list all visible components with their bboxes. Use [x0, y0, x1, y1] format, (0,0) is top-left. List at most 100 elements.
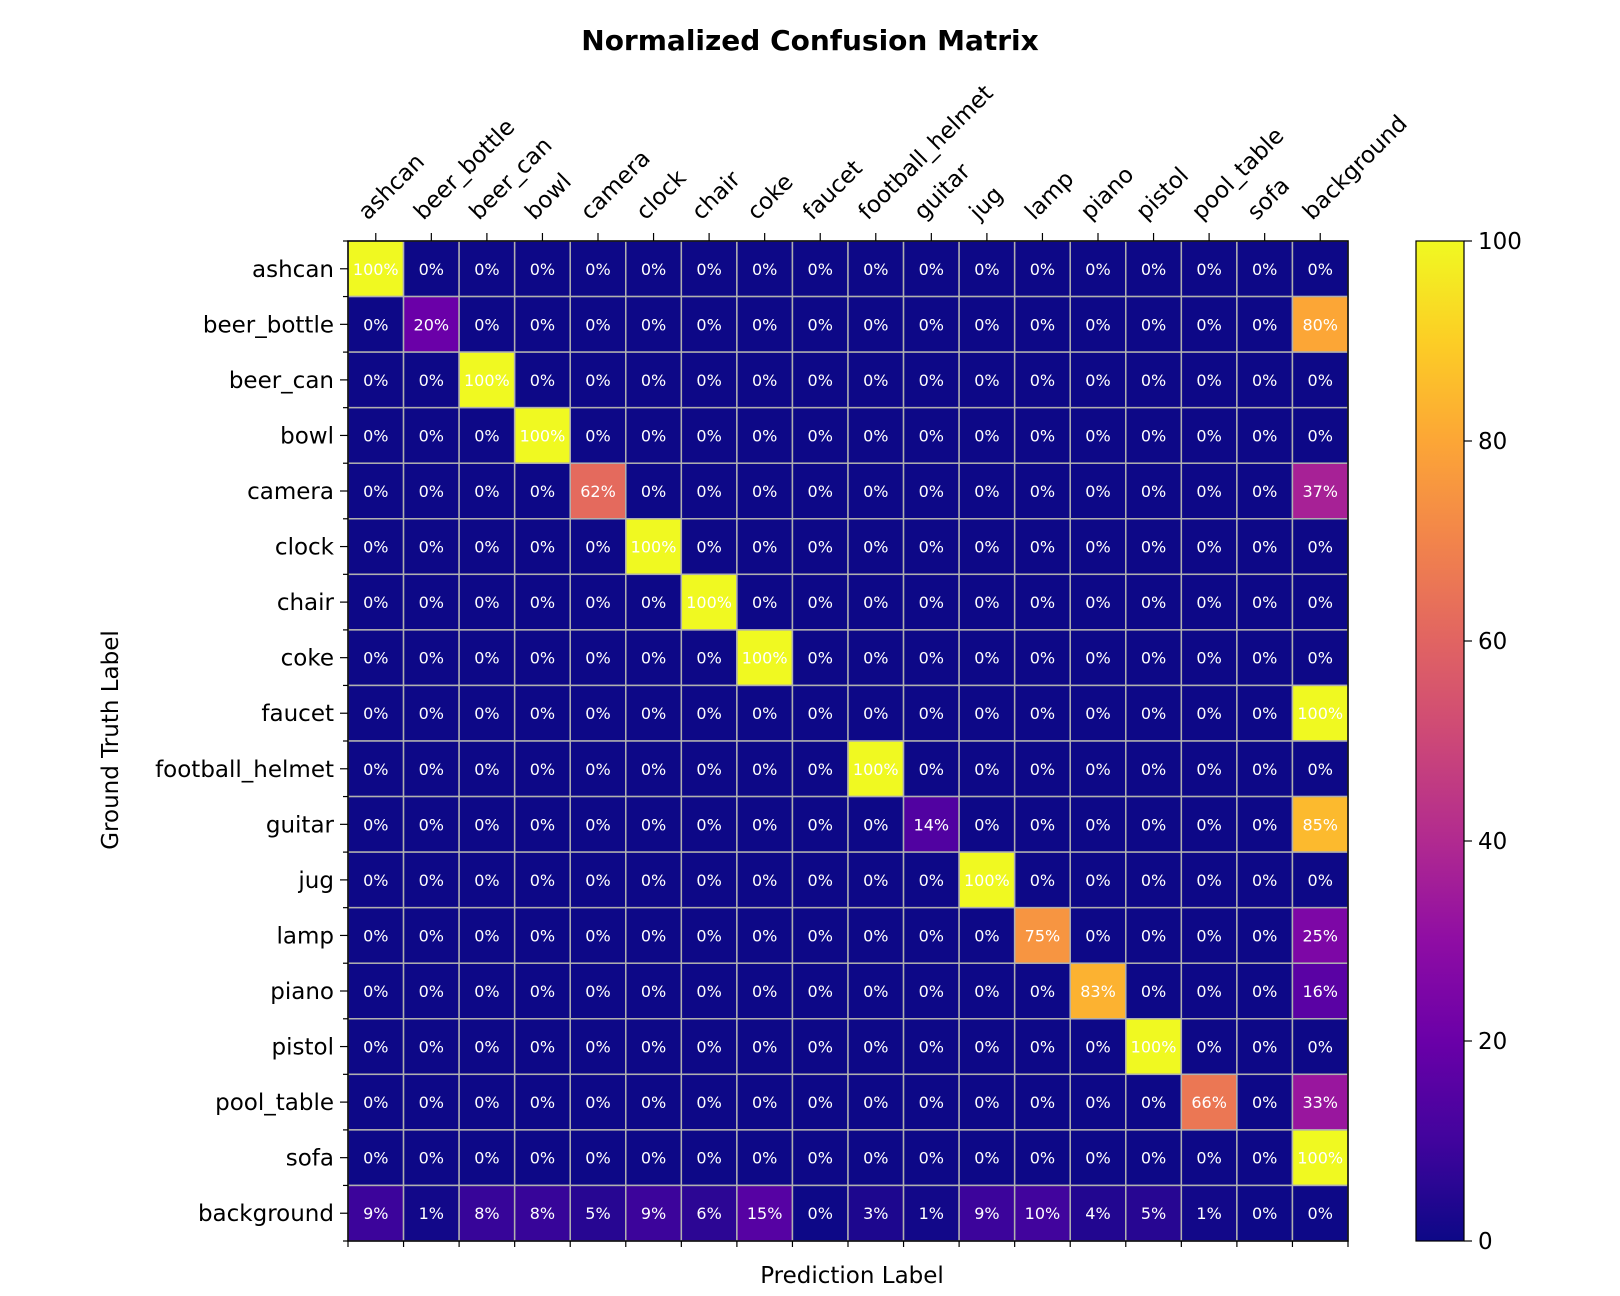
heatmap-cell [347, 1129, 405, 1187]
heatmap-cell [1180, 1073, 1238, 1131]
cell-value-label: 0% [530, 871, 555, 890]
cell-value-label: 0% [808, 593, 833, 612]
cell-value-label: 0% [974, 315, 999, 334]
cell-value-label: 100% [631, 538, 677, 557]
cell-value-label: 0% [1252, 1038, 1277, 1057]
heatmap-cell [513, 962, 571, 1020]
heatmap-cell [791, 1018, 849, 1076]
cell-value-label: 0% [1308, 760, 1333, 779]
y-tick-label: chair [277, 590, 335, 616]
cell-value-label: 0% [585, 871, 610, 890]
cell-value-label: 100% [853, 760, 899, 779]
x-tick-label: piano [1076, 162, 1139, 225]
cell-value-label: 0% [641, 315, 666, 334]
heatmap-cell [958, 684, 1016, 742]
cell-value-label: 0% [1030, 315, 1055, 334]
cell-value-label: 0% [419, 371, 444, 390]
y-tick-label: guitar [266, 812, 335, 838]
heatmap-cell [1180, 684, 1238, 742]
cell-value-label: 0% [585, 593, 610, 612]
cell-value-label: 0% [641, 371, 666, 390]
cell-value-label: 1% [919, 1204, 944, 1223]
heatmap-cell [680, 1018, 738, 1076]
cell-value-label: 0% [808, 871, 833, 890]
cell-value-label: 0% [419, 426, 444, 445]
cell-value-label: 0% [696, 704, 721, 723]
heatmap-cell [902, 906, 960, 964]
cell-value-label: 0% [919, 426, 944, 445]
cell-value-label: 0% [808, 815, 833, 834]
cell-value-label: 0% [1252, 649, 1277, 668]
heatmap-cell [402, 740, 460, 798]
x-tick-label: faucet [798, 156, 868, 226]
cell-value-label: 0% [419, 649, 444, 668]
cell-value-label: 0% [641, 982, 666, 1001]
cell-value-label: 0% [1196, 593, 1221, 612]
heatmap-cell [902, 462, 960, 520]
heatmap-cell [902, 518, 960, 576]
heatmap-cell [680, 406, 738, 464]
cell-value-label: 0% [919, 482, 944, 501]
cell-value-label: 0% [530, 982, 555, 1001]
heatmap-cell [847, 351, 905, 409]
cell-value-label: 0% [808, 315, 833, 334]
cell-value-label: 0% [474, 1149, 499, 1168]
cell-value-label: 0% [363, 538, 388, 557]
cell-value-label: 0% [1141, 704, 1166, 723]
colorbar-tick-label: 100 [1478, 229, 1522, 255]
heatmap-cell [402, 1184, 460, 1242]
cell-value-label: 0% [808, 482, 833, 501]
heatmap-cell [1013, 406, 1071, 464]
heatmap-cell [402, 906, 460, 964]
cell-value-label: 100% [353, 260, 399, 279]
heatmap-cell [347, 740, 405, 798]
cell-value-label: 0% [696, 815, 721, 834]
cell-value-label: 0% [363, 649, 388, 668]
cell-value-label: 0% [752, 926, 777, 945]
heatmap-cell [791, 795, 849, 853]
cell-value-label: 0% [863, 704, 888, 723]
cell-value-label: 0% [474, 1038, 499, 1057]
cell-value-label: 0% [1030, 482, 1055, 501]
cell-value-label: 0% [585, 760, 610, 779]
cell-value-label: 0% [1308, 593, 1333, 612]
heatmap-cell [1236, 684, 1294, 742]
cell-value-label: 0% [696, 260, 721, 279]
heatmap-cell [1236, 851, 1294, 909]
cell-value-label: 0% [1196, 871, 1221, 890]
cell-value-label: 0% [1308, 649, 1333, 668]
cell-value-label: 0% [919, 1038, 944, 1057]
cell-value-label: 0% [419, 982, 444, 1001]
cell-value-label: 0% [363, 871, 388, 890]
cell-value-label: 0% [808, 260, 833, 279]
cell-value-label: 0% [641, 426, 666, 445]
cell-value-label: 0% [1030, 649, 1055, 668]
cell-value-label: 0% [1085, 704, 1110, 723]
y-tick-label: sofa [286, 1146, 334, 1172]
heatmap-cell [847, 851, 905, 909]
heatmap-cell [736, 573, 794, 631]
cell-value-label: 0% [1141, 1149, 1166, 1168]
cell-value-label: 0% [1085, 649, 1110, 668]
y-tick-label: coke [281, 646, 334, 672]
cell-value-label: 0% [641, 1093, 666, 1112]
cell-value-label: 0% [808, 649, 833, 668]
heatmap-cell [680, 1184, 738, 1242]
cell-value-label: 0% [1196, 538, 1221, 557]
cell-value-label: 0% [752, 260, 777, 279]
heatmap-cell [625, 906, 683, 964]
x-axis-label: Prediction Label [760, 1263, 944, 1289]
heatmap-cell [458, 629, 516, 687]
cell-value-label: 0% [1085, 760, 1110, 779]
cell-value-label: 5% [585, 1204, 610, 1223]
heatmap-cell [1236, 351, 1294, 409]
heatmap-cell [1291, 740, 1349, 798]
cell-value-label: 0% [530, 704, 555, 723]
cell-value-label: 0% [585, 704, 610, 723]
heatmap-cell [513, 518, 571, 576]
cell-value-label: 0% [974, 982, 999, 1001]
axis-ticks [340, 233, 1349, 1247]
heatmap-cell [458, 1073, 516, 1131]
cell-value-label: 100% [964, 871, 1010, 890]
